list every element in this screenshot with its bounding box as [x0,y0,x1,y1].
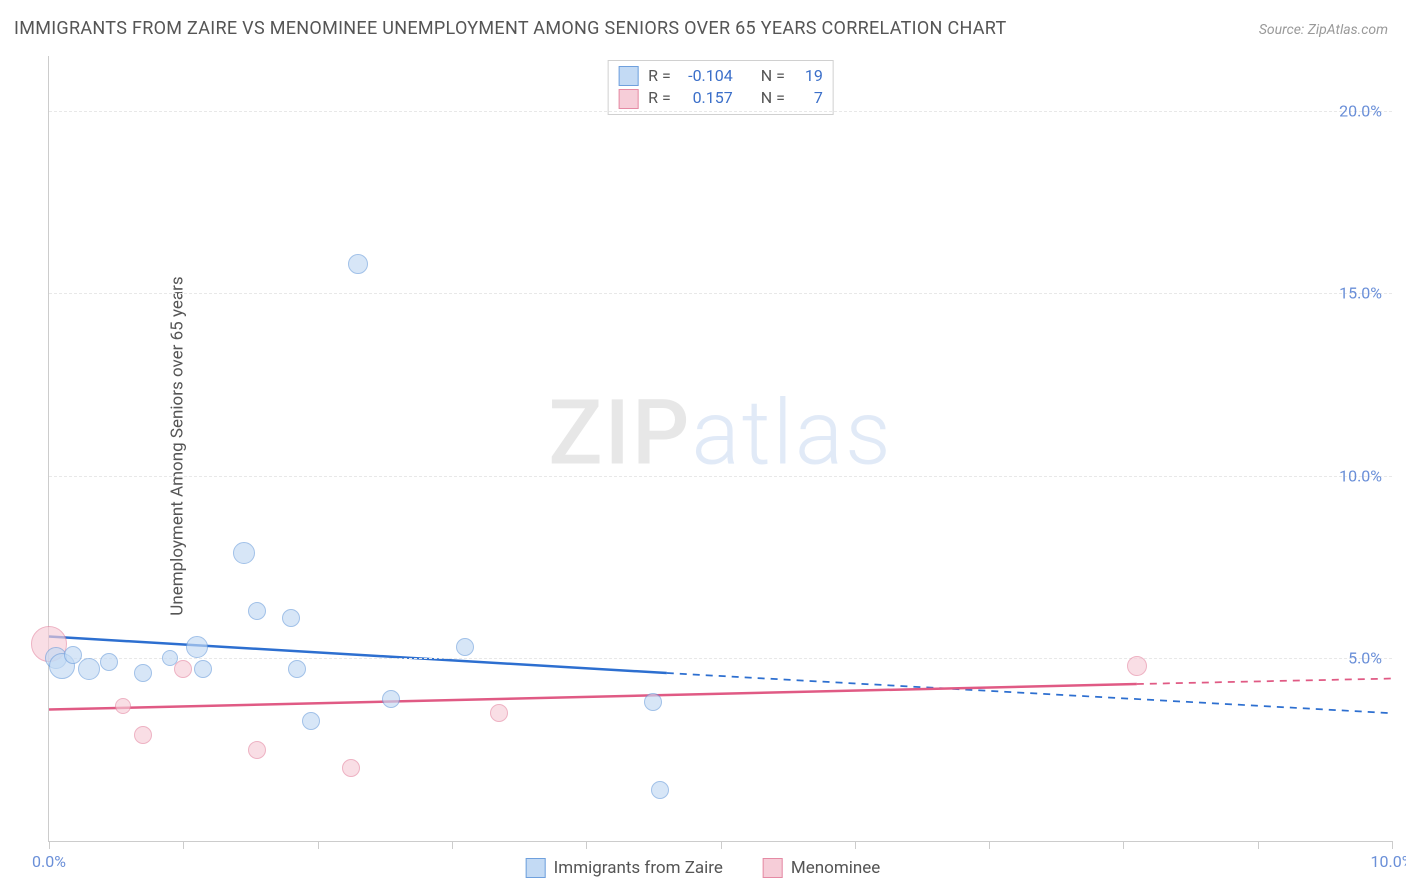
data-point-menominee [174,660,192,678]
chart-title: IMMIGRANTS FROM ZAIRE VS MENOMINEE UNEMP… [14,18,1007,39]
r-label: R = [648,87,671,109]
r-value: -0.104 [681,65,733,87]
data-point-zaire [248,602,266,620]
series-legend: Immigrants from Zaire Menominee [526,858,881,878]
trend-lines-layer [49,56,1392,841]
stats-row-menominee: R = 0.157 N = 7 [618,87,823,109]
data-point-zaire [282,609,300,627]
x-tick [989,841,990,849]
y-tick-label: 5.0% [1348,649,1382,668]
data-point-zaire [382,690,400,708]
data-point-menominee [1127,656,1147,676]
x-tick [1258,841,1259,849]
gridline [49,111,1392,112]
legend-label: Immigrants from Zaire [554,858,723,878]
y-tick-label: 20.0% [1339,101,1382,120]
swatch-icon [618,89,638,109]
x-tick-label: 0.0% [32,852,66,871]
r-label: R = [648,65,671,87]
data-point-zaire [651,781,669,799]
data-point-zaire [233,542,255,564]
gridline [49,476,1392,477]
data-point-zaire [64,646,82,664]
data-point-menominee [490,704,508,722]
x-tick [183,841,184,849]
trend-line-menominee [49,684,1137,710]
data-point-menominee [134,726,152,744]
x-tick [49,841,50,849]
x-tick [721,841,722,849]
data-point-menominee [248,741,266,759]
y-tick-label: 15.0% [1339,284,1382,303]
swatch-icon [618,66,638,86]
data-point-zaire [78,658,100,680]
data-point-zaire [348,254,368,274]
data-point-zaire [288,660,306,678]
r-value: 0.157 [681,87,733,109]
gridline [49,658,1392,659]
data-point-zaire [644,693,662,711]
x-tick [452,841,453,849]
data-point-zaire [456,638,474,656]
swatch-icon [763,858,783,878]
data-point-zaire [100,653,118,671]
legend-item-menominee: Menominee [763,858,880,878]
x-tick [1392,841,1393,849]
stats-legend: R = -0.104 N = 19 R = 0.157 N = 7 [607,60,834,115]
n-value: 7 [795,87,823,109]
n-value: 19 [795,65,823,87]
x-tick-label: 10.0% [1371,852,1406,871]
plot-area: ZIPatlas R =-0.104 N =19R =0.157 N =7 5.… [48,56,1392,842]
data-point-zaire [302,712,320,730]
gridline [49,293,1392,294]
data-point-zaire [194,660,212,678]
data-point-zaire [186,636,208,658]
trend-line-dash-menominee [1137,679,1392,684]
legend-label: Menominee [791,858,880,878]
data-point-menominee [342,759,360,777]
n-label: N = [761,87,785,109]
data-point-zaire [162,650,178,666]
data-point-menominee [115,698,131,714]
stats-row-zaire: R = -0.104 N = 19 [618,65,823,87]
swatch-icon [526,858,546,878]
x-tick [586,841,587,849]
x-tick [1123,841,1124,849]
data-point-zaire [134,664,152,682]
x-tick [318,841,319,849]
source-attribution: Source: ZipAtlas.com [1259,22,1388,38]
legend-item-zaire: Immigrants from Zaire [526,858,723,878]
n-label: N = [761,65,785,87]
x-tick [855,841,856,849]
y-tick-label: 10.0% [1339,466,1382,485]
correlation-chart: IMMIGRANTS FROM ZAIRE VS MENOMINEE UNEMP… [0,0,1406,892]
